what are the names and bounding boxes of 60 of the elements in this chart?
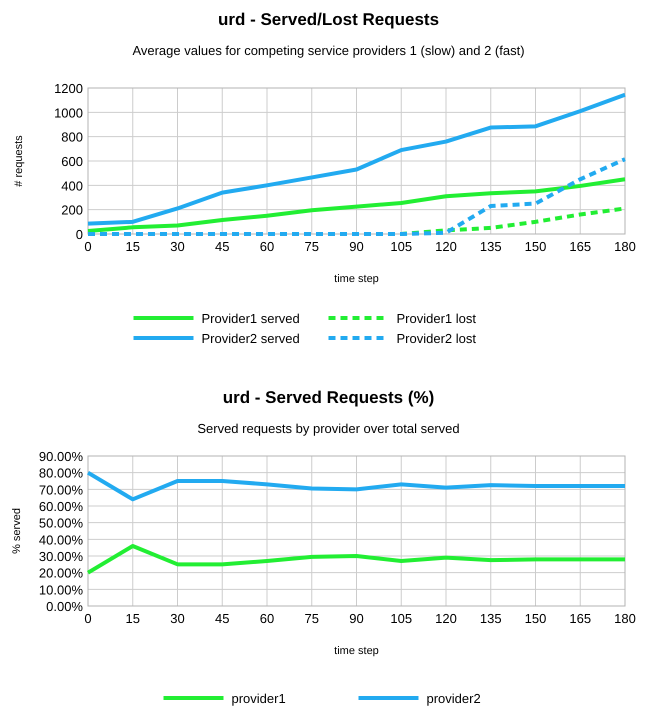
y-tick-label: 600: [61, 154, 83, 169]
x-tick-label: 75: [304, 239, 319, 254]
y-tick-label: 20.00%: [38, 566, 84, 581]
y-tick-label: 0.00%: [46, 599, 84, 614]
x-tick-label: 180: [614, 611, 636, 626]
legend-label: provider2: [426, 691, 481, 706]
x-tick-label: 165: [569, 239, 592, 254]
x-tick-label: 90: [349, 239, 364, 254]
y-tick-label: 70.00%: [38, 482, 84, 498]
y-tick-label: 30.00%: [38, 549, 84, 564]
x-tick-label: 45: [215, 239, 230, 254]
y-tick-label: 800: [61, 130, 83, 145]
x-tick-label: 180: [614, 239, 636, 254]
x-tick-label: 135: [480, 611, 502, 626]
y-tick-label: 200: [61, 202, 83, 218]
x-tick-label: 105: [390, 239, 412, 254]
line-series: [86, 544, 627, 575]
x-tick-label: 15: [126, 239, 140, 254]
legend-label: Provider2 lost: [396, 331, 476, 346]
y-axis-title: # requests: [13, 134, 25, 187]
x-tick-label: 90: [349, 611, 364, 626]
x-tick-label: 15: [126, 611, 140, 626]
line-series: [86, 470, 627, 502]
y-axis-title: % served: [11, 508, 23, 554]
x-tick-label: 120: [435, 611, 457, 626]
legend-label: Provider1 lost: [396, 311, 476, 326]
x-tick-label: 30: [170, 239, 185, 254]
y-tick-label: 90.00%: [38, 449, 84, 464]
x-tick-label: 45: [215, 611, 230, 626]
x-tick-label: 30: [170, 611, 185, 626]
chart-title: urd - Served Requests (%): [222, 388, 434, 407]
x-tick-label: 165: [569, 611, 592, 626]
line-series: [86, 92, 627, 226]
y-tick-label: 80.00%: [38, 466, 84, 481]
x-tick-label: 135: [480, 239, 502, 254]
y-tick-label: 40.00%: [38, 532, 84, 548]
y-tick-label: 50.00%: [38, 516, 84, 531]
chart-title: urd - Served/Lost Requests: [218, 10, 440, 29]
x-axis-title: time step: [334, 645, 379, 657]
legend-label: Provider1 served: [202, 311, 300, 326]
y-tick-label: 1000: [54, 105, 83, 120]
x-tick-label: 105: [390, 611, 412, 626]
y-tick-label: 1200: [54, 81, 83, 96]
line-series: [86, 157, 627, 236]
x-tick-label: 120: [435, 239, 457, 254]
y-tick-label: 10.00%: [38, 582, 84, 598]
x-tick-label: 60: [260, 239, 274, 254]
legend-label: Provider2 served: [202, 331, 300, 346]
y-tick-label: 0: [76, 227, 83, 242]
y-tick-label: 60.00%: [38, 499, 84, 514]
x-tick-label: 60: [260, 611, 274, 626]
chart-subtitle: Average values for competing service providers 1 (slow) and 2 (fast): [132, 43, 525, 58]
line-series: [86, 177, 627, 233]
x-tick-label: 75: [304, 611, 319, 626]
x-axis-title: time step: [334, 273, 379, 285]
x-tick-label: 150: [524, 239, 546, 254]
legend-label: provider1: [232, 691, 286, 706]
x-tick-label: 150: [524, 611, 546, 626]
y-tick-label: 400: [61, 178, 83, 194]
chart-subtitle: Served requests by provider over total served: [197, 421, 460, 436]
